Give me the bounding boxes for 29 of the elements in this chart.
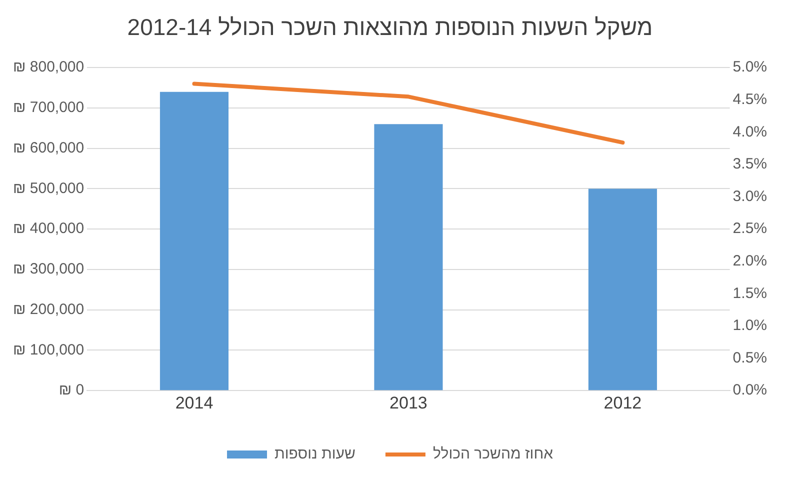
y-tick-label: ₪ 400,000 [12,220,84,238]
legend-label: אחוז מהשכר הכולל [432,446,554,463]
y2-tick-label: 4.5% [732,91,768,108]
y2-tick-label: 5.0% [732,58,768,76]
y2-tick-label: 0.0% [732,382,768,399]
y2-tick-label: 4.0% [732,123,768,140]
x-tick-label: 2012 [604,393,642,412]
y-tick-label: ₪ 500,000 [12,180,84,197]
legend-label: שעות נוספות [274,446,356,463]
bar [588,188,657,390]
x-tick-label: 2013 [390,393,428,412]
y2-tick-label: 2.5% [732,220,768,238]
bar [374,124,443,390]
y2-tick-label: 3.0% [732,188,768,205]
y-tick-label: ₪ 0 [58,382,84,399]
y-tick-label: ₪ 700,000 [12,99,84,116]
y-tick-label: ₪ 800,000 [12,58,84,76]
bar [160,92,229,390]
y2-tick-label: 1.0% [732,317,768,334]
y2-tick-label: 3.5% [732,156,768,173]
y2-tick-label: 2.0% [732,252,768,270]
chart-title: משקל השעות הנוספות מהוצאות השכר הכולל 2012-14 [127,14,653,40]
y2-tick-label: 1.5% [732,284,768,302]
y-tick-label: ₪ 100,000 [12,341,84,358]
x-tick-label: 2014 [175,393,214,412]
y-tick-label: ₪ 600,000 [12,139,84,156]
y-tick-label: ₪ 200,000 [12,300,84,318]
y-tick-label: ₪ 300,000 [12,260,84,278]
y2-tick-label: 0.5% [732,349,768,366]
